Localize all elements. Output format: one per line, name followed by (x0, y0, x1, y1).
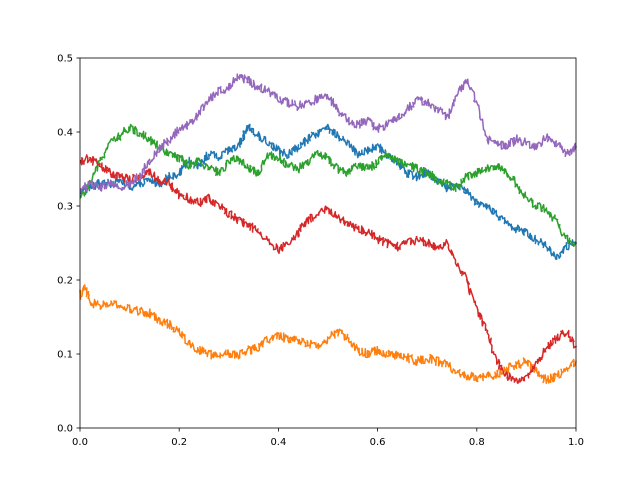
series-layer (79, 73, 578, 385)
y-tick-label: 0.5 (57, 54, 73, 65)
series-line-5 (79, 73, 577, 193)
y-tick-label: 0.1 (57, 350, 73, 361)
x-tick-label: 1.0 (568, 437, 584, 448)
x-tick-label: 0.6 (370, 437, 386, 448)
series-line-3 (79, 123, 577, 248)
x-tick-label: 0.4 (270, 437, 286, 448)
series-line-4 (79, 154, 577, 385)
x-tick-label: 0.0 (72, 437, 88, 448)
y-axis: 0.0 0.1 0.2 0.3 0.4 0.5 (57, 54, 80, 435)
x-tick-label: 0.8 (469, 437, 485, 448)
plot-area (80, 58, 576, 428)
x-axis: 0.0 0.2 0.4 0.6 0.8 1.0 (72, 428, 584, 448)
series-line-2 (79, 284, 577, 385)
plot-frame (79, 57, 577, 429)
y-tick-label: 0.4 (57, 128, 73, 139)
y-tick-label: 0.0 (57, 424, 73, 435)
series-line-1 (79, 123, 578, 260)
x-tick-label: 0.2 (171, 437, 187, 448)
y-tick-label: 0.3 (57, 202, 73, 213)
y-tick-label: 0.2 (57, 276, 73, 287)
